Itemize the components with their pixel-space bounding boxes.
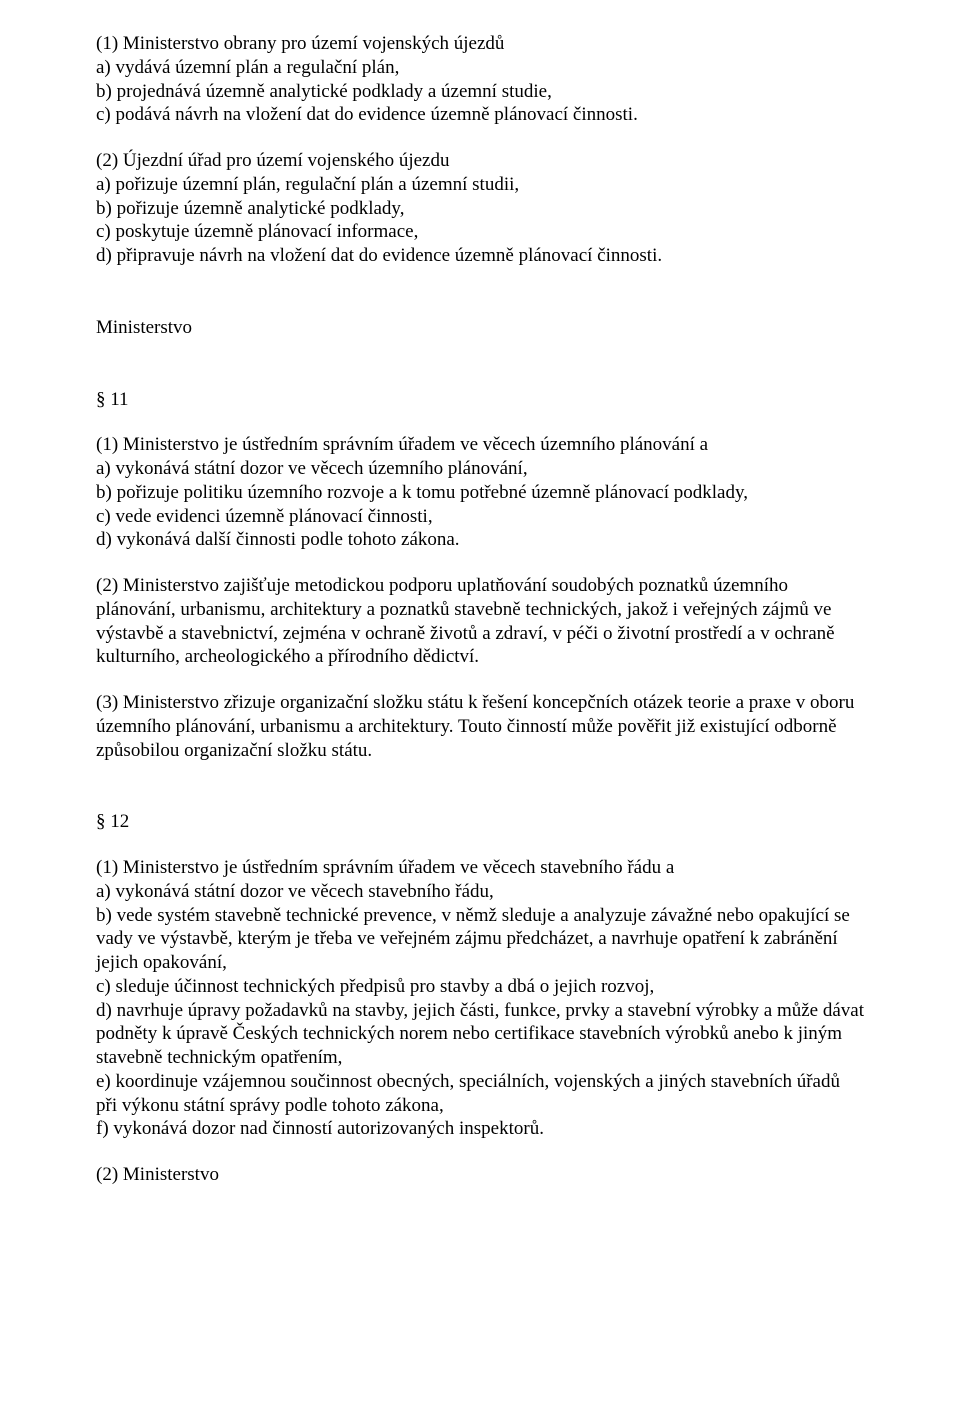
paragraph-2: (2) Újezdní úřad pro území vojenského új… [96,149,864,268]
section-heading-ministerstvo: Ministerstvo [96,316,864,340]
paragraph-11-3: (3) Ministerstvo zřizuje organizační slo… [96,691,864,762]
paragraph-11-1: (1) Ministerstvo je ústředním správním ú… [96,433,864,552]
section-number-12: § 12 [96,810,864,834]
paragraph-11-2: (2) Ministerstvo zajišťuje metodickou po… [96,574,864,669]
paragraph-12-1: (1) Ministerstvo je ústředním správním ú… [96,856,864,1141]
paragraph-1: (1) Ministerstvo obrany pro území vojens… [96,32,864,127]
section-number-11: § 11 [96,388,864,412]
paragraph-12-2: (2) Ministerstvo [96,1163,864,1187]
